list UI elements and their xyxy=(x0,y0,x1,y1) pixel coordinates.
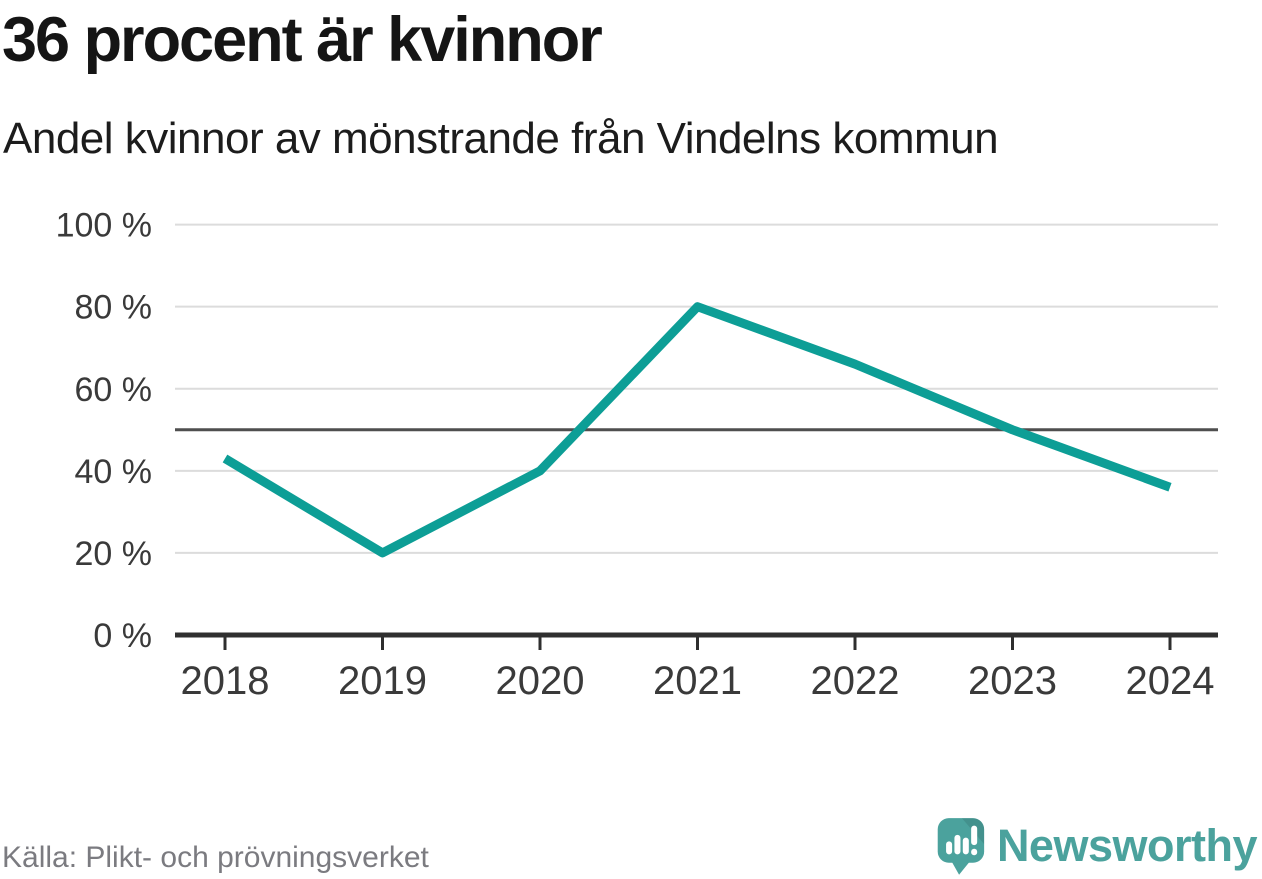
chart-subtitle: Andel kvinnor av mönstrande från Vindeln… xyxy=(3,114,999,163)
y-tick-label: 80 % xyxy=(75,289,153,327)
logo-bubble-tail xyxy=(950,859,972,875)
logo-bars-icon xyxy=(946,825,978,856)
x-tick-label: 2024 xyxy=(1126,659,1215,703)
x-tick-label: 2019 xyxy=(338,659,427,703)
x-tick-label: 2023 xyxy=(968,659,1057,703)
x-tick-label: 2018 xyxy=(181,659,270,703)
y-tick-label: 60 % xyxy=(75,371,153,409)
newsworthy-logo: Newsworthy xyxy=(934,814,1258,878)
chart-title: 36 procent är kvinnor xyxy=(2,5,603,75)
newsworthy-wordmark: Newsworthy xyxy=(996,820,1258,871)
logo-exclamation-icon xyxy=(971,825,978,846)
source-note: Källa: Plikt- och prövningsverket xyxy=(2,841,429,874)
data-line xyxy=(222,302,1172,558)
x-tick-label: 2022 xyxy=(811,659,900,703)
x-tick-label: 2020 xyxy=(496,659,585,703)
y-tick-label: 0 % xyxy=(93,617,152,655)
y-tick-label: 20 % xyxy=(75,535,153,573)
newsworthy-logo-icon xyxy=(937,818,985,875)
x-tick-label: 2021 xyxy=(653,659,742,703)
y-tick-label: 100 % xyxy=(56,207,152,245)
y-tick-label: 40 % xyxy=(75,453,153,491)
